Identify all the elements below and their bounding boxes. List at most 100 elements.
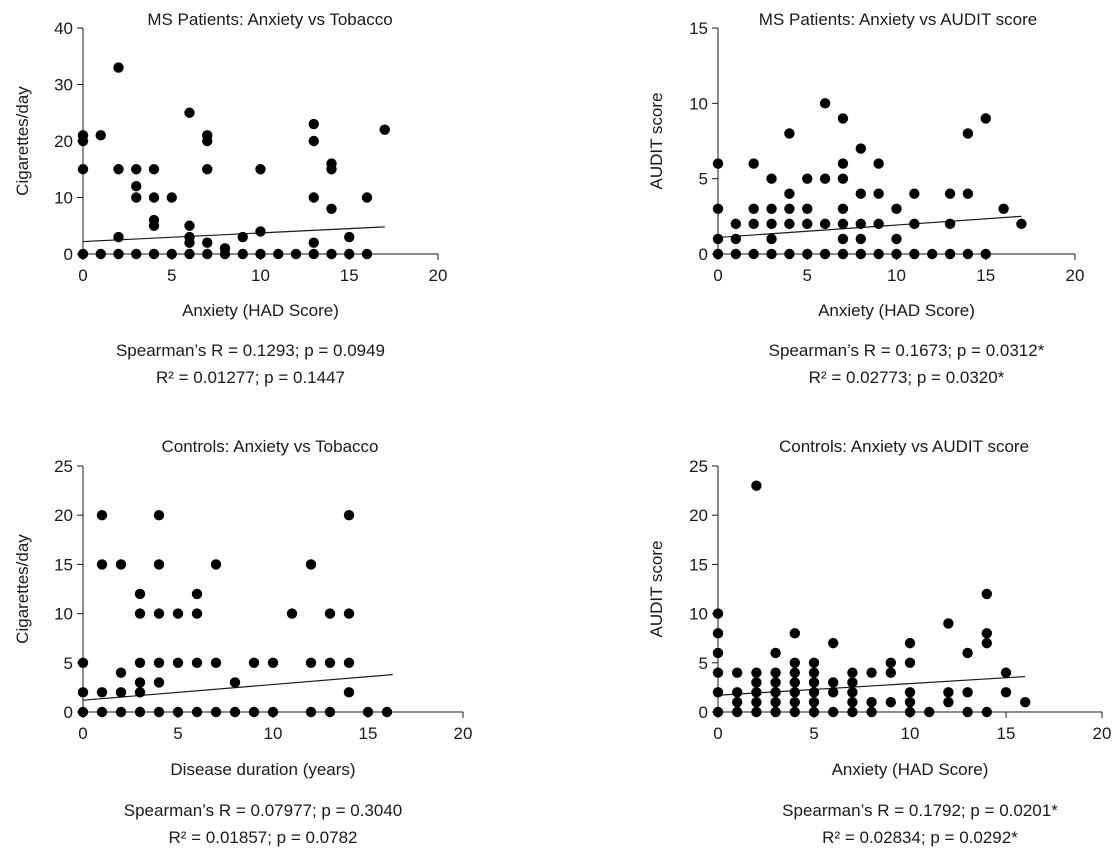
data-point [766,173,776,183]
data-point [790,658,800,668]
data-point [167,249,177,259]
stats-line: Spearman’s R = 0.1293; p = 0.0949 [116,341,385,360]
data-point [945,219,955,229]
data-point [784,128,794,138]
data-point [113,232,123,242]
data-point [202,249,212,259]
data-point [790,677,800,687]
data-point [713,234,723,244]
data-point [238,249,248,259]
data-point [154,677,164,687]
data-point [945,189,955,199]
data-point [713,158,723,168]
x-axis-label: Anxiety (HAD Score) [818,301,975,320]
data-point [713,648,723,658]
data-point [326,158,336,168]
data-point [856,143,866,153]
x-tick-label: 20 [454,724,473,743]
x-tick-label: 15 [359,724,378,743]
data-point [97,707,107,717]
data-point [202,238,212,248]
data-point [149,215,159,225]
data-point [78,707,88,717]
data-point [211,707,221,717]
data-point [749,158,759,168]
chart-panel-3: 05101520250 5 10 15 20Controls: Anxiety vs T… [13,437,472,847]
y-tick-label: 15 [689,555,708,574]
y-tick-label: 0 [64,245,73,264]
data-point [784,189,794,199]
y-axis-label: AUDIT score [647,541,666,638]
y-tick-label: 5 [699,654,708,673]
data-point [838,219,848,229]
data-point [809,707,819,717]
y-tick-label: 0 [699,703,708,722]
data-point [325,658,335,668]
data-point [909,189,919,199]
data-point [135,687,145,697]
data-point [135,658,145,668]
data-point [886,697,896,707]
y-tick-label: 10 [689,94,708,113]
data-point [873,158,883,168]
data-point [131,181,141,191]
data-point [820,173,830,183]
data-point [131,249,141,259]
data-point [184,249,194,259]
x-axis-label: Disease duration (years) [170,760,355,779]
data-point [828,638,838,648]
data-point [382,707,392,717]
chart-title: Controls: Anxiety vs AUDIT score [779,437,1029,456]
x-tick-label: 10 [901,724,920,743]
data-point [149,192,159,202]
x-tick-label: 10 [251,266,270,285]
x-tick-label: 0 [78,724,87,743]
chart-panel-1: 0 10 20 30 40 0 5 10 15 20 MS Patients: Anxiety vs… [13,10,447,387]
data-point [249,707,259,717]
data-point [1016,219,1026,229]
data-point [131,192,141,202]
y-axis-label: Cigarettes/day [13,86,32,196]
data-point [344,510,354,520]
data-point [963,249,973,259]
data-point [820,219,830,229]
data-point [149,164,159,174]
data-point [856,189,866,199]
data-point [924,707,934,717]
data-point [784,249,794,259]
data-point [838,173,848,183]
data-point [326,249,336,259]
data-point [770,697,780,707]
data-point [173,707,183,717]
y-tick-label: 25 [54,457,73,476]
data-point [838,234,848,244]
data-point [891,249,901,259]
data-point [96,249,106,259]
data-point [131,164,141,174]
data-point [713,667,723,677]
data-point [962,687,972,697]
data-point [873,249,883,259]
data-point [828,687,838,697]
data-point [78,249,88,259]
data-point [192,608,202,618]
data-point [828,677,838,687]
data-point [325,608,335,618]
data-point [982,638,992,648]
x-tick-label: 20 [1093,724,1112,743]
y-tick-label: 15 [689,19,708,38]
data-point [202,130,212,140]
x-tick-label: 0 [78,266,87,285]
data-point [78,130,88,140]
data-point [268,707,278,717]
data-point [790,707,800,717]
data-point [905,687,915,697]
data-point [116,667,126,677]
x-tick-label: 5 [803,266,812,285]
chart-panel-2: 0 5 10 15 0 5 10 15 20 MS Patients: Anxiety vs AU… [647,10,1084,387]
data-point [802,219,812,229]
data-point [713,687,723,697]
data-point [802,173,812,183]
data-point [905,697,915,707]
data-point [1020,697,1030,707]
